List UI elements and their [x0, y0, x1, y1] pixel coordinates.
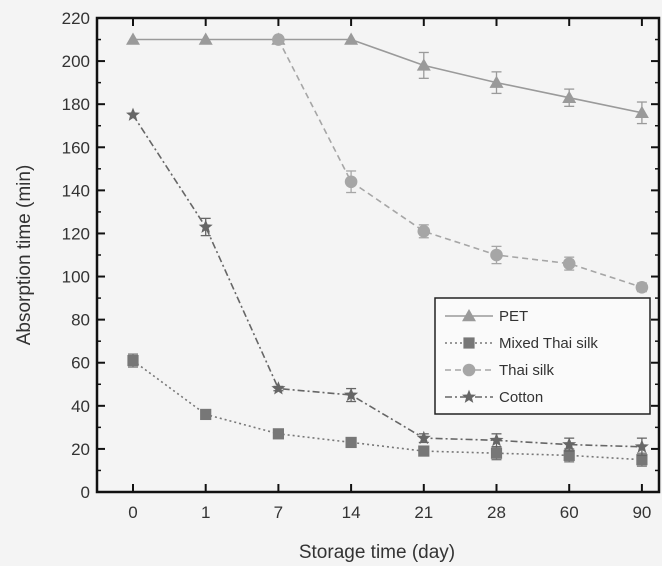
y-tick-label: 80	[71, 311, 90, 330]
data-point	[489, 432, 504, 447]
data-point	[416, 430, 431, 445]
data-point	[489, 75, 504, 88]
data-point	[635, 281, 649, 294]
data-point	[200, 408, 212, 421]
legend: PET Mixed Thai silk Thai silk Cotton	[434, 297, 651, 415]
series-line	[133, 38, 643, 114]
y-tick-label: 160	[62, 138, 90, 157]
legend-label: Thai silk	[499, 362, 555, 379]
x-tick-label: 90	[632, 503, 651, 522]
data-point	[345, 436, 357, 449]
legend-marker	[462, 389, 476, 403]
data-point	[272, 428, 284, 440]
legend-item-mixed-thai-silk: Mixed Thai silk	[445, 335, 598, 352]
x-axis-label: Storage time (day)	[299, 542, 455, 563]
x-tick-label: 21	[414, 503, 433, 522]
legend-label: Cotton	[499, 389, 543, 406]
legend-label: PET	[499, 308, 528, 325]
data-point	[562, 437, 577, 451]
x-tick-label: 0	[128, 503, 137, 522]
legend-marker	[463, 337, 475, 349]
data-point	[634, 439, 649, 453]
data-point	[634, 105, 649, 119]
data-point	[198, 32, 213, 45]
data-point	[417, 225, 431, 238]
legend-marker	[462, 309, 476, 322]
series-mixed-thai-silk	[127, 353, 648, 467]
y-tick-label: 20	[71, 440, 90, 459]
data-point	[126, 32, 140, 45]
data-point	[562, 90, 577, 103]
data-point	[490, 248, 503, 262]
data-point	[416, 58, 431, 71]
legend-item-pet: PET	[445, 308, 528, 325]
data-point	[418, 445, 430, 457]
data-point	[344, 387, 359, 401]
data-point	[490, 447, 503, 459]
data-point	[127, 354, 139, 367]
axes: 0 20 40 60 80 100 120 140 160 180 200 220 0 1 7 14 21 28 6…	[62, 9, 659, 522]
y-tick-label: 120	[62, 224, 90, 243]
legend-label: Mixed Thai silk	[499, 335, 598, 352]
y-tick-label: 180	[62, 95, 90, 114]
y-tick-label: 140	[62, 181, 90, 200]
y-tick-label: 60	[71, 354, 90, 373]
plot-marks	[126, 32, 649, 467]
data-point	[344, 175, 358, 189]
legend-item-thai-silk: Thai silk	[445, 362, 555, 379]
data-point	[562, 257, 576, 270]
legend-item-cotton: Cotton	[445, 389, 543, 406]
x-tick-label: 7	[274, 503, 283, 522]
data-point	[198, 219, 213, 233]
x-tick-label: 60	[560, 503, 579, 522]
series-line	[277, 39, 643, 289]
y-tick-label: 220	[62, 9, 90, 28]
series-line	[132, 114, 642, 448]
y-tick-label: 0	[81, 483, 90, 502]
series-line	[132, 359, 642, 461]
legend-marker	[462, 363, 476, 377]
data-point	[126, 107, 140, 121]
x-tick-label: 1	[201, 503, 210, 522]
data-point	[344, 32, 359, 45]
series-pet	[126, 32, 649, 125]
y-tick-label: 40	[71, 397, 90, 416]
x-tick-label: 28	[487, 503, 506, 522]
series-thai-silk	[272, 33, 649, 294]
y-tick-label: 200	[62, 52, 90, 71]
data-point	[563, 449, 575, 461]
y-tick-label: 100	[62, 268, 90, 287]
data-point	[272, 33, 285, 46]
x-tick-label: 14	[342, 503, 361, 522]
y-axis-label: Absorption time (min)	[14, 165, 35, 346]
series-cotton	[126, 107, 649, 457]
data-point	[636, 454, 648, 466]
data-point	[271, 381, 286, 395]
